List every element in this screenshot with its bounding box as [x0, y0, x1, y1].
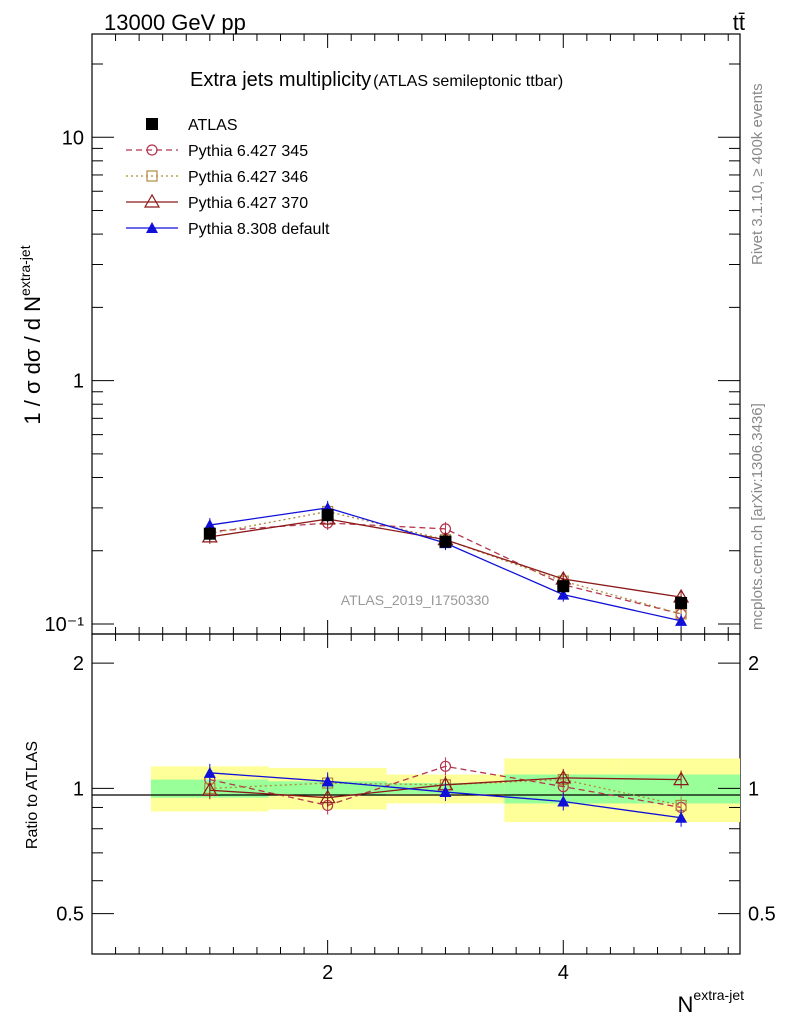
- legend-label-pythia-6-427-345: Pythia 6.427 345: [188, 143, 308, 160]
- ratio-y-tick-label-right: 2: [748, 653, 759, 675]
- y-tick-label: 10: [62, 127, 84, 149]
- legend-marker-pythia-6-427-370: [143, 193, 161, 208]
- point-atlas: [557, 580, 570, 593]
- point-atlas: [675, 596, 688, 609]
- x-axis-label-sup: extra-jet: [693, 987, 744, 1003]
- process-label: tt̄: [733, 10, 745, 35]
- y-tick-label: 1: [73, 371, 84, 393]
- tick-labels: 2 4 10⁻¹ 1 10 0.5 0.5 1 1 2 2: [45, 127, 776, 984]
- chart-subtitle: (ATLAS semileptonic ttbar): [373, 73, 563, 90]
- ratio-point-pythia-6-427-345: [439, 760, 452, 772]
- legend-marker-atlas: [146, 118, 158, 130]
- legend-marker-pythia-6-427-346: [146, 170, 158, 182]
- legend-label-pythia-6-427-370: Pythia 6.427 370: [188, 195, 308, 212]
- ratio-point-pythia-8-308-default: [203, 766, 216, 778]
- point-atlas: [439, 535, 452, 548]
- mcplots-reference-label: mcplots.cern.ch [arXiv:1306.3436]: [749, 403, 766, 630]
- ratio-point-pythia-8-308-default: [439, 786, 452, 798]
- analysis-watermark: ATLAS_2019_I1750330: [341, 592, 490, 608]
- main-y-axis-label-sup: extra-jet: [17, 245, 33, 296]
- ratio-y-tick-label: 0.5: [56, 904, 84, 926]
- x-axis-label-text: N: [678, 992, 694, 1017]
- ratio-point-pythia-8-308-default: [557, 795, 570, 807]
- legend-marker-pythia-6-427-345: [146, 144, 158, 156]
- point-pythia-8-308-default: [203, 519, 216, 531]
- ratio-point-pythia-6-427-370: [555, 769, 572, 784]
- y-tick-label: 10⁻¹: [45, 614, 85, 636]
- point-pythia-8-308-default: [557, 588, 570, 600]
- ratio-series-group: [201, 757, 690, 827]
- ratio-y-tick-label: 1: [73, 778, 84, 800]
- ratio-point-pythia-6-427-370: [319, 789, 336, 804]
- x-tick-label: 2: [322, 962, 333, 984]
- ratio-y-tick-label: 2: [73, 653, 84, 675]
- energy-label: 13000 GeV pp: [104, 10, 246, 35]
- point-atlas: [321, 509, 334, 522]
- ratio-y-tick-label-right: 0.5: [748, 904, 776, 926]
- legend: ATLAS Pythia 6.427 345 Pythia 6.427 346 Pyt…: [126, 117, 330, 238]
- main-series-group: [201, 500, 690, 628]
- axis-ticks: [92, 34, 740, 955]
- ratio-y-axis-label: Ratio to ATLAS: [24, 741, 41, 849]
- main-y-axis-label-text: 1 / σ dσ / d N: [20, 296, 45, 425]
- ratio-point-pythia-6-427-370: [201, 782, 218, 796]
- rivet-version-label: Rivet 3.1.10, ≥ 400k events: [749, 83, 766, 265]
- x-tick-label: 4: [558, 962, 569, 984]
- legend-marker-pythia-8-308-default: [146, 222, 158, 233]
- point-atlas: [203, 527, 216, 540]
- ratio-point-pythia-8-308-default: [675, 811, 688, 823]
- ratio-point-pythia-6-427-370: [673, 771, 690, 786]
- legend-label-atlas: ATLAS: [188, 117, 238, 134]
- ratio-y-tick-label-right: 1: [748, 778, 759, 800]
- legend-label-pythia-8-308-default: Pythia 8.308 default: [188, 221, 330, 238]
- ratio-point-pythia-8-308-default: [321, 775, 334, 787]
- main-y-axis-label: 1 / σ dσ / d Nextra-jet: [17, 245, 45, 424]
- legend-label-pythia-6-427-346: Pythia 6.427 346: [188, 169, 308, 186]
- chart-title: Extra jets multiplicity (ATLAS semilepton…: [190, 69, 563, 91]
- point-pythia-8-308-default: [675, 614, 688, 626]
- x-axis-label: Nextra-jet: [678, 987, 745, 1017]
- chart-title-main: Extra jets multiplicity: [190, 69, 371, 91]
